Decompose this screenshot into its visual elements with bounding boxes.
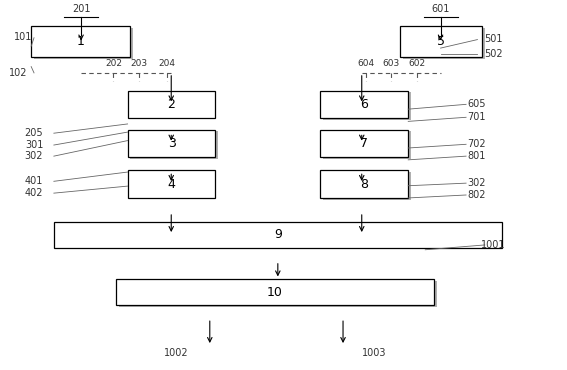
Text: 203: 203 — [130, 60, 147, 68]
Text: 5: 5 — [437, 35, 445, 48]
Text: 601: 601 — [431, 4, 450, 14]
Text: 102: 102 — [9, 68, 27, 78]
Text: 9: 9 — [274, 228, 282, 242]
Text: 604: 604 — [357, 60, 374, 68]
Text: 502: 502 — [484, 48, 502, 59]
Bar — [323, 172, 411, 200]
Bar — [116, 279, 434, 305]
Bar — [34, 28, 133, 59]
Text: 205: 205 — [25, 128, 43, 138]
Text: 1001: 1001 — [481, 240, 506, 250]
Bar — [31, 26, 130, 57]
Text: 202: 202 — [105, 60, 122, 68]
Text: 1: 1 — [77, 35, 84, 48]
Bar — [320, 130, 408, 157]
Text: 605: 605 — [467, 98, 485, 109]
Bar — [128, 91, 215, 118]
Text: 402: 402 — [25, 188, 43, 198]
Text: 801: 801 — [467, 151, 485, 161]
Text: 10: 10 — [267, 286, 283, 299]
Text: 401: 401 — [25, 176, 43, 186]
Text: 6: 6 — [361, 98, 368, 111]
Text: 603: 603 — [383, 60, 400, 68]
Text: 2: 2 — [168, 98, 175, 111]
Text: 602: 602 — [408, 60, 425, 68]
Bar — [130, 131, 218, 159]
Bar — [128, 170, 215, 198]
Bar — [323, 92, 411, 120]
Text: 1002: 1002 — [163, 348, 188, 359]
Text: 501: 501 — [484, 34, 502, 44]
Text: 4: 4 — [168, 178, 175, 191]
Text: 7: 7 — [360, 137, 369, 150]
Text: 701: 701 — [467, 112, 485, 122]
Text: 101: 101 — [14, 32, 32, 42]
Text: 301: 301 — [25, 140, 43, 150]
Bar — [403, 28, 485, 59]
Bar — [400, 26, 482, 57]
Bar — [54, 222, 502, 248]
Text: 1003: 1003 — [362, 348, 387, 359]
Text: 3: 3 — [168, 137, 175, 150]
Text: 8: 8 — [360, 178, 369, 191]
Bar — [128, 130, 215, 157]
Text: 201: 201 — [72, 4, 90, 14]
Text: 302: 302 — [467, 178, 485, 188]
Text: 302: 302 — [25, 151, 43, 161]
Text: 802: 802 — [467, 190, 485, 200]
Bar — [119, 281, 437, 307]
Bar — [320, 170, 408, 198]
Text: 702: 702 — [467, 139, 485, 149]
Bar — [323, 131, 411, 159]
Bar — [320, 91, 408, 118]
Text: 204: 204 — [159, 60, 176, 68]
